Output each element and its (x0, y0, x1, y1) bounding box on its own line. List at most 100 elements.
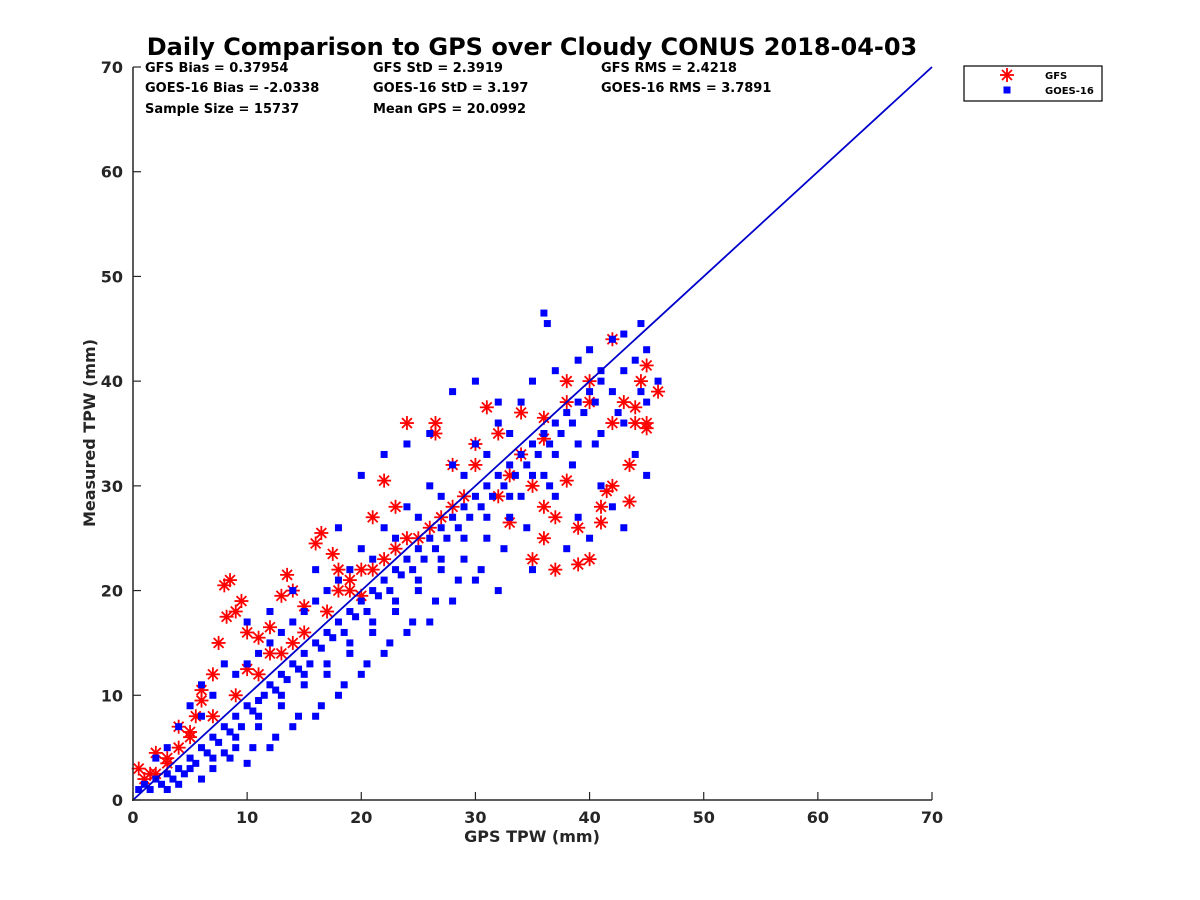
goes-16-point (380, 649, 388, 657)
legend-marker-gfs (1000, 68, 1014, 82)
gfs-point (399, 416, 414, 431)
goes-16-point (243, 618, 251, 626)
goes-16-point (363, 660, 371, 668)
gfs-point (219, 609, 234, 624)
goes-16-point (540, 471, 548, 479)
gfs-point (593, 499, 608, 514)
goes-16-point (249, 744, 257, 752)
goes-16-point (306, 660, 314, 668)
gfs-point (205, 667, 220, 682)
goes-16-point (454, 576, 462, 584)
goes-16-point (420, 555, 428, 563)
gfs-point (331, 583, 346, 598)
goes-16-point (232, 733, 240, 741)
goes-16-point (209, 765, 217, 773)
goes-16-point (483, 534, 491, 542)
goes-16-point (403, 440, 411, 448)
goes-16-point (414, 587, 422, 595)
gfs-point (285, 635, 300, 650)
stat-gfs-bias: GFS Bias = 0.37954 (145, 61, 288, 76)
goes-16-point (192, 759, 200, 767)
goes-16-point (414, 576, 422, 584)
goes-16-point (620, 367, 628, 375)
goes-16-point (266, 681, 274, 689)
goes-16-point (449, 597, 457, 605)
goes-16-point (403, 628, 411, 636)
gfs-point (571, 557, 586, 572)
goes-16-point (460, 555, 468, 563)
goes-16-point (529, 440, 536, 448)
gfs-point (377, 552, 392, 567)
goes-16-point (277, 670, 285, 678)
goes-16-point (197, 775, 205, 783)
gfs-point (160, 751, 175, 766)
goes-16-point (243, 702, 251, 710)
reference-line-layer (132, 66, 933, 801)
goes-16-point (494, 587, 502, 595)
goes-16-point (551, 367, 559, 375)
goes-16-point (546, 440, 554, 448)
goes-16-point (340, 628, 348, 636)
goes-16-point (517, 492, 525, 500)
goes-16-point (529, 566, 536, 574)
goes-16-point (489, 492, 497, 500)
gfs-point (582, 552, 597, 567)
legend-goes-16-square (1003, 86, 1011, 94)
gfs-point (342, 583, 357, 598)
goes-16-point (380, 524, 388, 532)
goes-16-point (460, 534, 468, 542)
goes-16-point (266, 608, 274, 616)
goes-16-point (249, 707, 257, 715)
goes-16-point (323, 660, 331, 668)
goes-16-point (300, 681, 308, 689)
gfs-point (559, 374, 574, 389)
gfs-point (593, 515, 608, 530)
goes-16-point (543, 320, 551, 328)
goes-16-point (363, 608, 371, 616)
goes-16-point (426, 430, 434, 437)
goes-16-point (471, 492, 479, 500)
x-tick-label: 0 (127, 808, 138, 827)
one-to-one-line (132, 66, 933, 801)
goes-16-point (597, 430, 605, 437)
goes-16-point (437, 524, 445, 532)
goes-16-point (449, 461, 457, 469)
goes-16-point (540, 309, 548, 317)
y-tick-label: 10 (101, 686, 123, 705)
goes-16-point (163, 744, 171, 752)
goes-16-point (300, 649, 308, 657)
goes-16-point (317, 644, 325, 652)
goes-16-point (523, 461, 531, 469)
goes-16-point (226, 754, 234, 762)
goes-16-point (608, 335, 616, 343)
goes-16-point (563, 545, 571, 553)
goes-16-point (620, 419, 628, 427)
stat-gfs-std: GFS StD = 2.3919 (373, 61, 503, 76)
goes-16-point (643, 346, 651, 354)
gfs-point (548, 510, 563, 525)
goes-16-point (643, 398, 651, 406)
goes-16-point (277, 628, 285, 636)
y-tick-label: 70 (101, 58, 123, 77)
goes-16-point (255, 697, 263, 705)
goes-16-point (369, 555, 377, 563)
goes-16-point (232, 744, 240, 752)
x-tick-label: 50 (693, 808, 715, 827)
goes-16-point (352, 613, 360, 621)
goes-16-point (220, 749, 228, 757)
goes-16-point (568, 461, 576, 469)
goes-16-point (506, 492, 514, 500)
gfs-point (223, 573, 238, 588)
goes-16-point (414, 513, 422, 521)
stat-goes-rms: GOES-16 RMS = 3.7891 (601, 81, 771, 96)
gfs-point (468, 457, 483, 472)
stat-sample-size: Sample Size = 15737 (145, 102, 299, 117)
goes-16-point (289, 618, 297, 626)
goes-16-point (289, 660, 297, 668)
goes-16-point (586, 534, 594, 542)
goes-16-point (334, 691, 342, 699)
gfs-point (320, 604, 335, 619)
goes-16-point (243, 660, 251, 668)
goes-16-point (392, 597, 400, 605)
goes-16-point (197, 712, 205, 720)
